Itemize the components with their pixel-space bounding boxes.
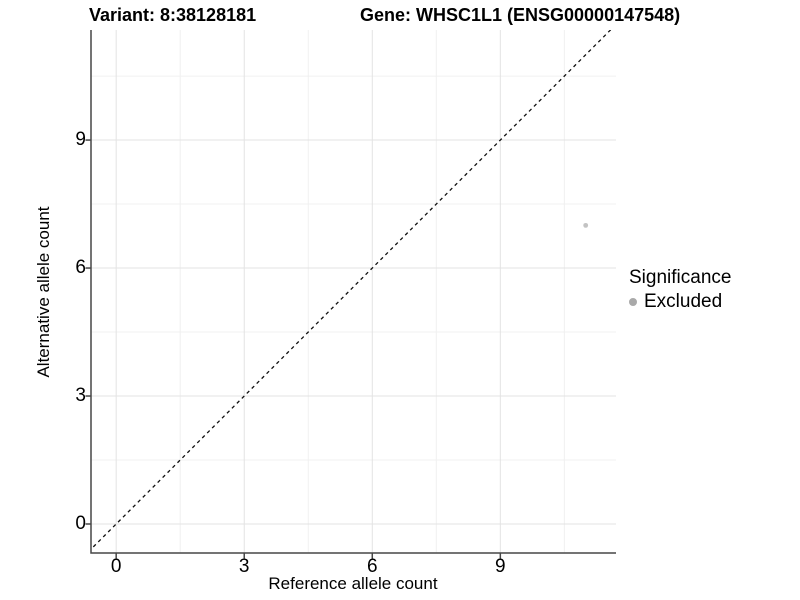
legend: Significance Excluded	[629, 266, 731, 313]
y-tick-label: 3	[75, 385, 86, 406]
variant-title: Variant: 8:38128181	[89, 5, 257, 25]
legend-title: Significance	[629, 267, 732, 288]
identity-reference-line	[91, 30, 612, 551]
legend-entry-excluded: Excluded	[629, 291, 731, 313]
data-point-excluded	[583, 222, 589, 228]
x-tick-label: 6	[366, 556, 378, 577]
x-tick-label: 3	[238, 556, 250, 577]
y-tick-label: 9	[75, 129, 86, 151]
y-tick-label: 6	[75, 257, 86, 279]
axis-lines	[90, 30, 616, 554]
legend-entry-label: Excluded	[644, 291, 723, 312]
y-axis-title: Alternative allele count	[34, 206, 53, 378]
gene-title: Gene: WHSC1L1 (ENSG00000147548)	[360, 5, 681, 25]
legend-key-circle-icon	[629, 298, 637, 306]
x-tick-label: 9	[495, 556, 506, 577]
x-tick-label: 0	[110, 556, 122, 577]
x-axis-title: Reference allele count	[268, 574, 438, 593]
y-tick-label: 0	[75, 512, 86, 534]
